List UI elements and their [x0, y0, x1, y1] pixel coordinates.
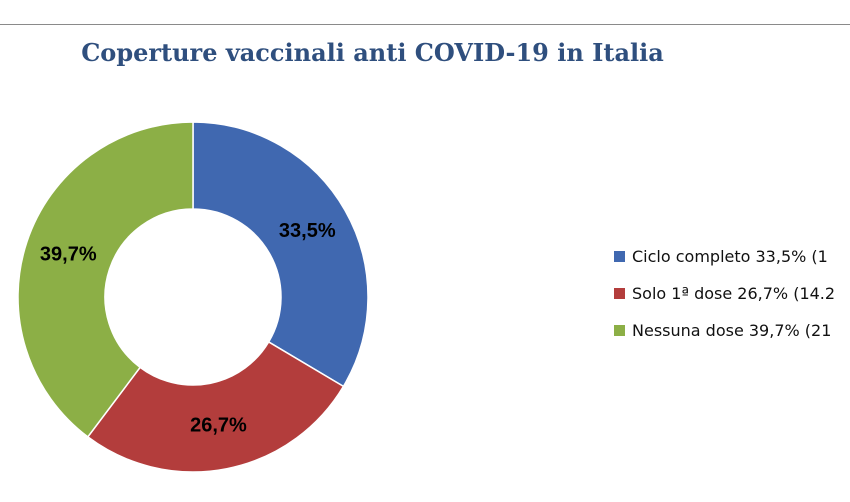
legend: Ciclo completo 33,5% (1 Solo 1ª dose 26,… — [614, 246, 835, 357]
legend-swatch — [614, 324, 625, 336]
legend-label: Ciclo completo 33,5% (1 — [632, 246, 828, 266]
chart-title: Coperture vaccinali anti COVID-19 in Ita… — [81, 38, 664, 67]
donut-slice-1 — [86, 340, 345, 473]
legend-swatch — [614, 250, 625, 262]
legend-swatch — [614, 287, 625, 299]
legend-item-solo-prima-dose: Solo 1ª dose 26,7% (14.2 — [614, 283, 835, 303]
slice-data-label: 33,5% — [279, 220, 336, 242]
top-divider — [0, 24, 850, 25]
slice-data-label: 39,7% — [40, 244, 97, 266]
legend-label: Nessuna dose 39,7% (21 — [632, 320, 832, 340]
legend-item-nessuna-dose: Nessuna dose 39,7% (21 — [614, 320, 835, 340]
donut-slice-0 — [192, 121, 369, 388]
legend-label: Solo 1ª dose 26,7% (14.2 — [632, 283, 836, 303]
legend-item-ciclo-completo: Ciclo completo 33,5% (1 — [614, 246, 835, 266]
slice-data-label: 26,7% — [190, 414, 247, 436]
donut-slice-2 — [17, 121, 194, 438]
